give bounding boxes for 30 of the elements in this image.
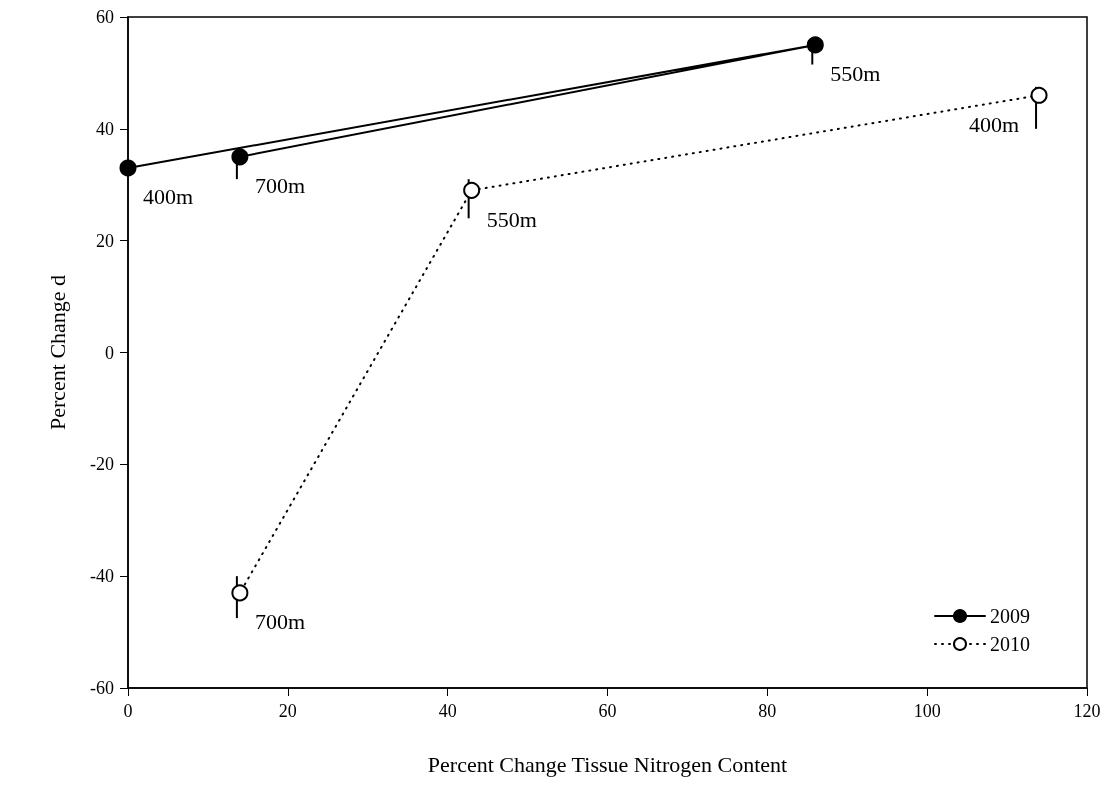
annotation: 550m [486,206,537,232]
annotation: 700m [254,173,306,199]
annotation: 400m [143,184,194,210]
x-tick-label: 100 [913,701,941,721]
x-axis-title: Percent Change Tissue Nitrogen Content [427,751,788,777]
point [1030,86,1048,104]
x-tick-label: 120 [1073,701,1101,721]
y-tick-label: 0 [105,342,114,363]
y-tick-label: -40 [90,566,114,587]
annotation: 700m [254,609,306,635]
annotation: 400m [968,111,1020,137]
y-axis-title: Percent Change d [44,274,70,431]
legend-label: 2010 [990,633,1030,655]
point [806,36,824,54]
point [119,159,137,177]
y-tick-label: -60 [90,678,114,698]
y-tick-label: 60 [96,7,114,27]
y-tick-label: -20 [90,454,114,475]
y-tick-label: 40 [96,118,114,139]
point [231,148,249,166]
legend-label: 2009 [990,605,1030,627]
annotation: 550m [830,61,881,87]
x-tick-label: 60 [598,701,617,721]
point [231,584,249,602]
x-tick-label: 80 [758,701,777,721]
x-tick-label: 40 [438,701,457,721]
point [463,181,481,199]
y-tick-label: 20 [96,230,114,251]
x-tick-label: 20 [278,701,297,721]
x-tick-label: 0 [123,701,133,721]
